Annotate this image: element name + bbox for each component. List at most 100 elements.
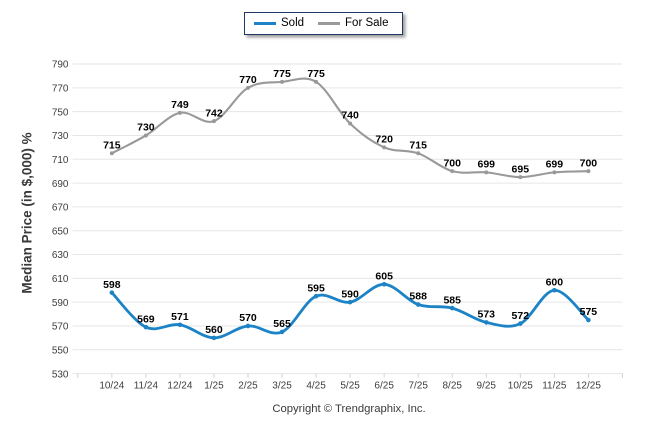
for-sale-data-label-11-24: 730	[137, 122, 155, 134]
for-sale-marker-4-25	[314, 79, 319, 84]
y-tick-label-790: 790	[52, 60, 69, 71]
copyright-text: Copyright © Trendgraphix, Inc.	[272, 403, 426, 415]
sold-marker-12-24	[177, 322, 183, 328]
for-sale-marker-10-24	[109, 151, 114, 156]
sold-marker-4-25	[313, 293, 319, 299]
for-sale-marker-3-25	[280, 79, 285, 84]
for-sale-data-label-7-25: 715	[409, 140, 427, 152]
for-sale-data-label-12-24: 749	[171, 99, 189, 111]
for-sale-marker-9-25	[484, 170, 489, 175]
sold-data-label-8-25: 585	[443, 294, 461, 306]
sold-data-label-3-25: 565	[273, 318, 291, 330]
x-tick-label-12-24: 12/24	[167, 381, 192, 392]
y-tick-label-570: 570	[52, 322, 69, 333]
for-sale-data-label-8-25: 700	[443, 157, 461, 169]
for-sale-data-label-11-25: 699	[546, 159, 564, 171]
y-tick-label-630: 630	[52, 250, 69, 261]
y-tick-label-770: 770	[52, 84, 69, 95]
sold-data-label-11-25: 600	[546, 276, 564, 288]
sold-marker-7-25	[415, 302, 421, 307]
sold-marker-9-25	[483, 320, 489, 325]
for-sale-marker-12-24	[177, 110, 182, 115]
x-tick-label-10-24: 10/24	[99, 381, 124, 392]
sold-marker-3-25	[279, 329, 285, 335]
for-sale-line-swatch-icon	[318, 22, 341, 25]
for-sale-data-label-9-25: 699	[478, 159, 496, 171]
sold-data-label-10-25: 572	[512, 310, 530, 322]
x-tick-label-9-25: 9/25	[477, 381, 497, 392]
sold-data-label-10-24: 598	[103, 279, 121, 291]
for-sale-data-label-6-25: 720	[375, 134, 393, 146]
for-sale-data-label-12-25: 700	[580, 157, 598, 169]
y-tick-label-750: 750	[52, 107, 69, 118]
y-tick-label-530: 530	[52, 369, 69, 380]
sold-data-label-12-24: 571	[171, 311, 189, 323]
for-sale-data-label-5-25: 740	[341, 110, 359, 122]
sold-data-label-9-25: 573	[478, 309, 496, 321]
sold-data-label-1-25: 560	[205, 324, 223, 336]
y-tick-label-710: 710	[52, 155, 69, 166]
sold-data-label-4-25: 595	[307, 282, 325, 294]
y-tick-label-670: 670	[52, 203, 69, 214]
sold-marker-6-25	[381, 281, 387, 287]
for-sale-marker-7-25	[416, 151, 421, 156]
x-tick-label-7-25: 7/25	[408, 381, 428, 392]
y-tick-label-550: 550	[52, 345, 69, 356]
for-sale-marker-1-25	[211, 119, 216, 124]
for-sale-marker-11-25	[552, 170, 557, 175]
x-tick-label-1-25: 1/25	[204, 381, 224, 392]
y-axis-title: Median Price (in $,000) %	[19, 132, 35, 294]
for-sale-marker-12-25	[586, 169, 591, 174]
sold-data-label-5-25: 590	[341, 288, 359, 300]
for-sale-data-label-1-25: 742	[205, 107, 223, 119]
for-sale-marker-8-25	[450, 169, 455, 174]
x-tick-label-10-25: 10/25	[508, 381, 533, 392]
for-sale-data-label-2-25: 770	[239, 74, 257, 86]
y-tick-label-610: 610	[52, 274, 69, 285]
for-sale-data-label-10-24: 715	[103, 140, 121, 152]
for-sale-data-label-3-25: 775	[273, 68, 291, 80]
y-tick-label-690: 690	[52, 179, 69, 190]
sold-data-label-6-25: 605	[375, 270, 393, 282]
for-sale-marker-10-25	[518, 175, 523, 180]
x-tick-label-11-25: 11/25	[542, 381, 567, 392]
legend-label-sold: Sold	[281, 16, 305, 29]
y-tick-label-590: 590	[52, 298, 69, 309]
chart-legend: Sold For Sale	[244, 12, 403, 35]
x-tick-label-6-25: 6/25	[374, 381, 394, 392]
for-sale-marker-11-24	[143, 133, 148, 138]
sold-marker-2-25	[245, 323, 251, 329]
x-tick-label-11-24: 11/24	[134, 381, 159, 392]
sold-marker-5-25	[347, 299, 353, 305]
sold-data-label-12-25: 575	[580, 306, 598, 318]
sold-marker-11-24	[143, 324, 149, 330]
for-sale-marker-6-25	[382, 145, 387, 150]
sold-marker-1-25	[211, 335, 217, 341]
sold-data-label-11-24: 569	[137, 313, 155, 325]
for-sale-data-label-10-25: 695	[512, 163, 530, 175]
legend-item-sold[interactable]: Sold	[254, 16, 305, 30]
x-tick-label-8-25: 8/25	[443, 381, 463, 392]
legend-item-for-sale[interactable]: For Sale	[318, 16, 389, 30]
sold-marker-10-25	[518, 321, 523, 326]
sold-marker-12-25	[586, 317, 591, 323]
sold-marker-10-24	[109, 290, 115, 295]
sold-data-label-2-25: 570	[239, 312, 257, 324]
for-sale-marker-2-25	[246, 85, 250, 90]
legend-label-for-sale: For Sale	[345, 16, 389, 29]
x-tick-label-3-25: 3/25	[272, 381, 292, 392]
x-tick-label-12-25: 12/25	[576, 381, 601, 392]
sold-line-swatch-icon	[254, 22, 276, 25]
x-tick-label-2-25: 2/25	[238, 381, 258, 392]
y-tick-label-730: 730	[52, 131, 69, 142]
sold-data-label-7-25: 588	[409, 291, 427, 303]
sold-marker-8-25	[449, 305, 455, 311]
x-tick-label-4-25: 4/25	[306, 381, 326, 392]
y-tick-label-650: 650	[52, 226, 69, 237]
for-sale-data-label-4-25: 775	[307, 68, 325, 80]
x-tick-label-5-25: 5/25	[340, 381, 360, 392]
sold-marker-11-25	[552, 287, 557, 293]
for-sale-marker-5-25	[348, 121, 353, 126]
